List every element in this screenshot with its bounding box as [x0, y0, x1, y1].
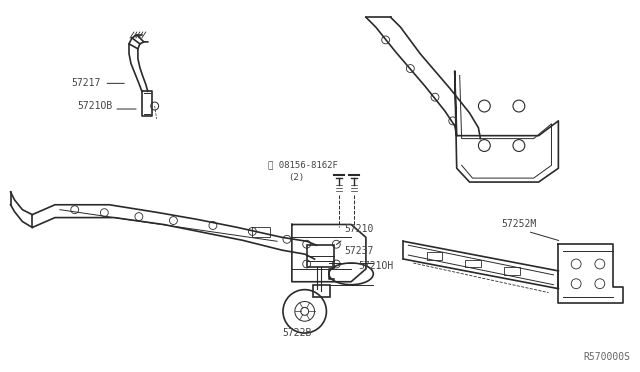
Bar: [504, 267, 520, 275]
Text: 5721OH: 5721OH: [358, 261, 393, 271]
Text: Ⓑ 08156-8162F: Ⓑ 08156-8162F: [268, 160, 338, 169]
Text: 57217: 57217: [72, 78, 101, 88]
Bar: [252, 227, 270, 237]
Bar: [307, 245, 334, 267]
Text: (2): (2): [288, 173, 304, 182]
Text: 57237: 57237: [344, 246, 374, 256]
Text: 5722B: 5722B: [282, 328, 312, 338]
Text: 57210: 57210: [344, 224, 374, 234]
Text: R570000S: R570000S: [583, 352, 630, 362]
Bar: [312, 285, 330, 296]
Bar: [465, 260, 481, 267]
Text: 57252M: 57252M: [501, 219, 536, 230]
Text: 5721OB: 5721OB: [77, 101, 113, 111]
Bar: [426, 252, 442, 260]
